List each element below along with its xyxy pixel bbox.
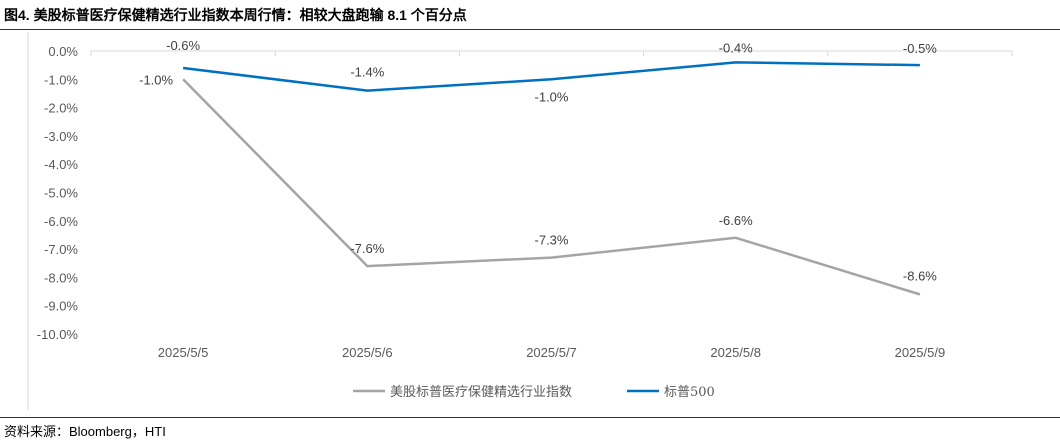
title-rule — [0, 29, 1060, 30]
y-tick-label: -6.0% — [44, 214, 78, 229]
legend-label: 美股标普医疗保健精选行业指数 — [390, 385, 572, 400]
data-label: -7.6% — [350, 241, 384, 256]
data-label: -1.4% — [350, 65, 384, 80]
data-label: -0.5% — [903, 41, 937, 56]
x-tick-label: 2025/5/5 — [158, 345, 209, 360]
legend-label: 标普500 — [664, 385, 715, 400]
y-tick-label: -3.0% — [44, 129, 78, 144]
y-tick-label: -7.0% — [44, 242, 78, 257]
data-label: -1.0% — [535, 89, 569, 104]
x-tick-label: 2025/5/6 — [342, 345, 393, 360]
data-label: -0.6% — [166, 38, 200, 53]
y-tick-label: -1.0% — [44, 72, 78, 87]
y-tick-label: -9.0% — [44, 299, 78, 314]
y-tick-label: -4.0% — [44, 157, 78, 172]
y-tick-label: -10.0% — [37, 327, 79, 342]
x-tick-label: 2025/5/9 — [895, 345, 946, 360]
y-tick-label: -2.0% — [44, 101, 78, 116]
data-label: -8.6% — [903, 268, 937, 283]
y-tick-label: 0.0% — [48, 44, 78, 59]
series-line-0 — [182, 78, 921, 296]
data-label: -0.4% — [719, 40, 753, 55]
series-line-1 — [182, 61, 920, 92]
data-label: -7.3% — [535, 233, 569, 248]
bottom-rule — [0, 417, 1060, 418]
data-label: -6.6% — [719, 213, 753, 228]
x-tick-label: 2025/5/7 — [526, 345, 577, 360]
line-chart: 0.0% -1.0% -2.0% -3.0% -4.0% -5.0% -6.0% -7.0% -… — [27, 32, 1013, 410]
y-tick-label: -5.0% — [44, 186, 78, 201]
data-label: -1.0% — [139, 72, 173, 87]
source-note: 资料来源：Bloomberg，HTI — [4, 424, 166, 439]
figure-title: 图4. 美股标普医疗保健精选行业指数本周行情：相较大盘跑输 8.1 个百分点 — [4, 7, 467, 23]
y-tick-label: -8.0% — [44, 270, 78, 285]
x-tick-label: 2025/5/8 — [710, 345, 761, 360]
